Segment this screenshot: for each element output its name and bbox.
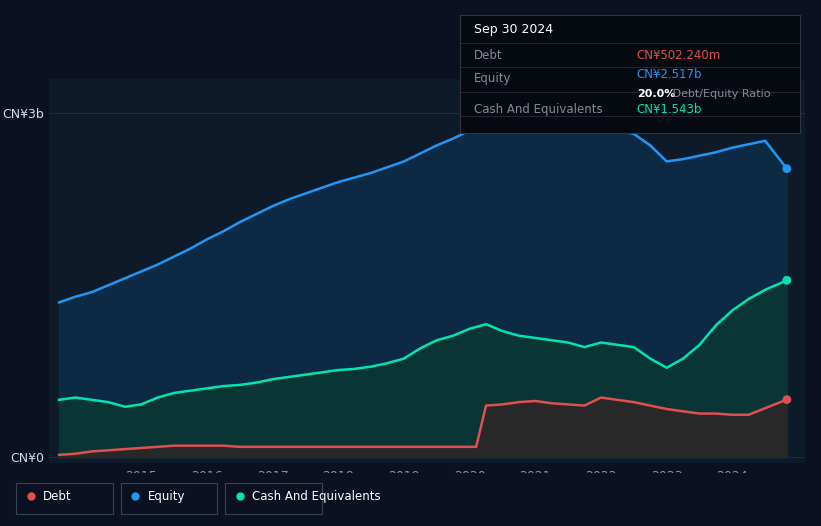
Text: Debt/Equity Ratio: Debt/Equity Ratio	[669, 89, 771, 99]
Text: Cash And Equivalents: Cash And Equivalents	[252, 490, 381, 503]
Point	[780, 165, 793, 173]
Text: Debt: Debt	[43, 490, 71, 503]
Text: CN¥2.517b: CN¥2.517b	[637, 67, 702, 80]
Text: Cash And Equivalents: Cash And Equivalents	[474, 103, 603, 116]
Text: Debt: Debt	[474, 48, 502, 62]
Text: CN¥502.240m: CN¥502.240m	[637, 48, 721, 62]
Text: 20.0%: 20.0%	[637, 89, 675, 99]
Text: CN¥1.543b: CN¥1.543b	[637, 103, 702, 116]
Point	[780, 276, 793, 285]
Point	[780, 396, 793, 404]
Text: Sep 30 2024: Sep 30 2024	[474, 23, 553, 36]
Text: Equity: Equity	[474, 72, 511, 85]
Text: Equity: Equity	[148, 490, 185, 503]
